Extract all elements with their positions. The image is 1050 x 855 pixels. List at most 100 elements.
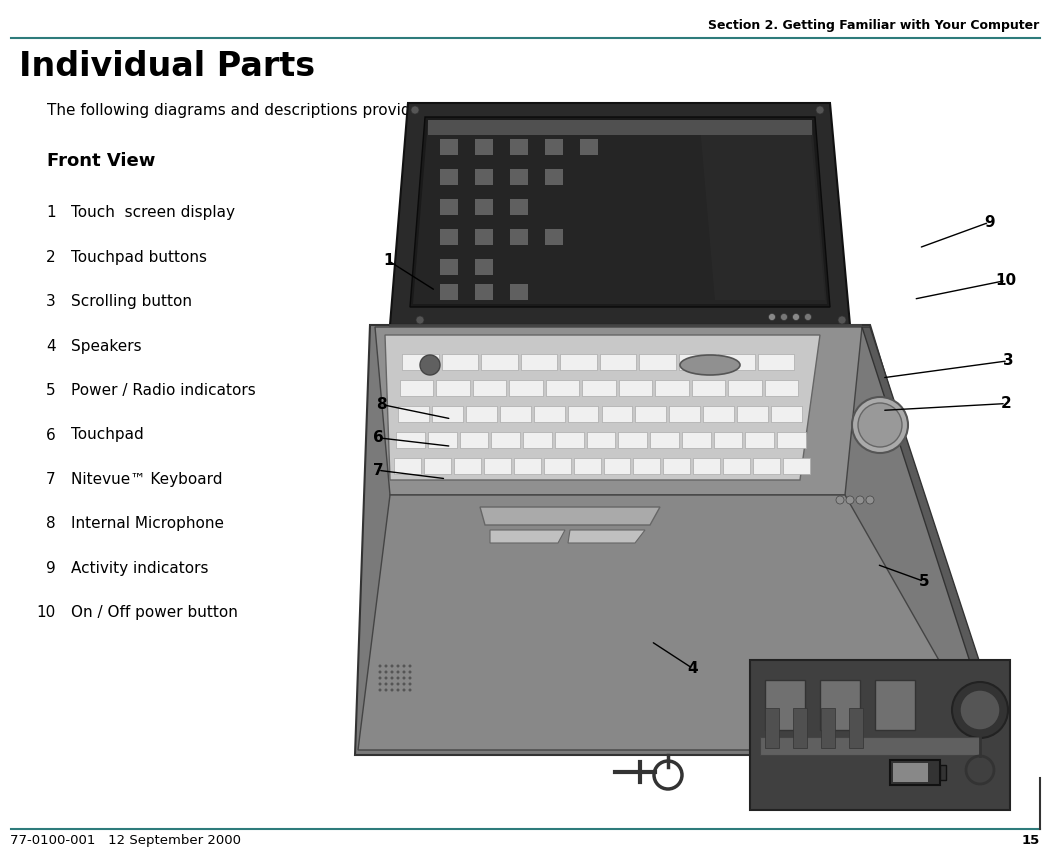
Circle shape [793,314,799,321]
Polygon shape [700,125,825,300]
Circle shape [402,664,405,668]
Text: 4: 4 [46,339,56,354]
Circle shape [416,316,424,324]
Bar [513,458,541,474]
Bar [940,765,946,780]
Bar [394,458,421,474]
Bar [475,139,494,155]
Bar [510,284,528,300]
Bar [398,406,428,422]
Circle shape [858,403,902,447]
Text: Activity indicators: Activity indicators [71,561,209,576]
Bar [600,354,636,370]
Bar [440,139,458,155]
Polygon shape [375,327,862,495]
Circle shape [769,314,776,321]
Bar [746,432,774,448]
Bar [875,680,915,730]
Polygon shape [355,325,1000,755]
Circle shape [836,496,844,504]
Bar [554,432,584,448]
Bar [783,458,810,474]
Bar [472,380,506,396]
Circle shape [816,106,824,114]
Text: Touchpad: Touchpad [71,428,144,443]
Bar [753,458,780,474]
Bar [424,458,450,474]
Bar [533,406,565,422]
Polygon shape [568,530,645,543]
Bar [545,139,563,155]
Text: 3: 3 [1003,353,1013,369]
Bar [692,380,726,396]
Circle shape [378,664,381,668]
Bar [669,406,700,422]
Text: 5: 5 [46,383,56,398]
Circle shape [866,496,874,504]
Circle shape [402,682,405,686]
Circle shape [856,496,864,504]
Text: Touchpad buttons: Touchpad buttons [71,250,208,265]
Bar [521,354,556,370]
Bar [546,380,580,396]
Circle shape [804,314,812,321]
Bar [583,380,615,396]
Polygon shape [410,117,830,307]
Bar [568,406,598,422]
Circle shape [384,664,387,668]
Bar [723,458,750,474]
Text: 15: 15 [1022,834,1040,847]
Polygon shape [862,327,1010,755]
Bar [765,680,805,730]
Bar [441,354,478,370]
Bar [545,229,563,245]
Bar [777,432,806,448]
Bar [440,229,458,245]
Circle shape [402,676,405,680]
Bar [440,199,458,215]
Bar [635,406,667,422]
Bar [604,458,630,474]
Bar [704,406,734,422]
Bar [757,354,794,370]
Bar [481,354,518,370]
Bar [650,432,679,448]
Text: Internal Microphone: Internal Microphone [71,516,225,532]
Bar [618,432,647,448]
Bar [427,432,457,448]
Bar [678,354,715,370]
Bar [718,354,755,370]
Circle shape [952,682,1008,738]
Text: 10: 10 [37,605,56,621]
Bar [510,199,528,215]
Text: 77-0100-001   12 September 2000: 77-0100-001 12 September 2000 [10,834,242,847]
Circle shape [384,670,387,674]
Bar [693,458,720,474]
Bar [560,354,596,370]
Bar [602,406,632,422]
Circle shape [411,106,419,114]
Bar [475,229,494,245]
Bar [771,406,802,422]
Bar [475,284,494,300]
Bar [440,259,458,275]
Text: 1: 1 [383,253,394,268]
Circle shape [960,690,1000,730]
Circle shape [391,670,394,674]
Polygon shape [428,120,812,135]
Bar [760,737,980,755]
Bar [573,458,601,474]
Text: Speakers: Speakers [71,339,142,354]
Text: Scrolling button: Scrolling button [71,294,192,310]
Polygon shape [358,495,990,750]
Circle shape [378,670,381,674]
Bar [728,380,761,396]
Bar [400,380,434,396]
Circle shape [391,688,394,692]
Circle shape [397,688,399,692]
Bar [475,169,494,185]
Bar [437,380,470,396]
Text: 6: 6 [46,428,56,443]
Circle shape [402,688,405,692]
Text: Touch  screen display: Touch screen display [71,205,235,221]
